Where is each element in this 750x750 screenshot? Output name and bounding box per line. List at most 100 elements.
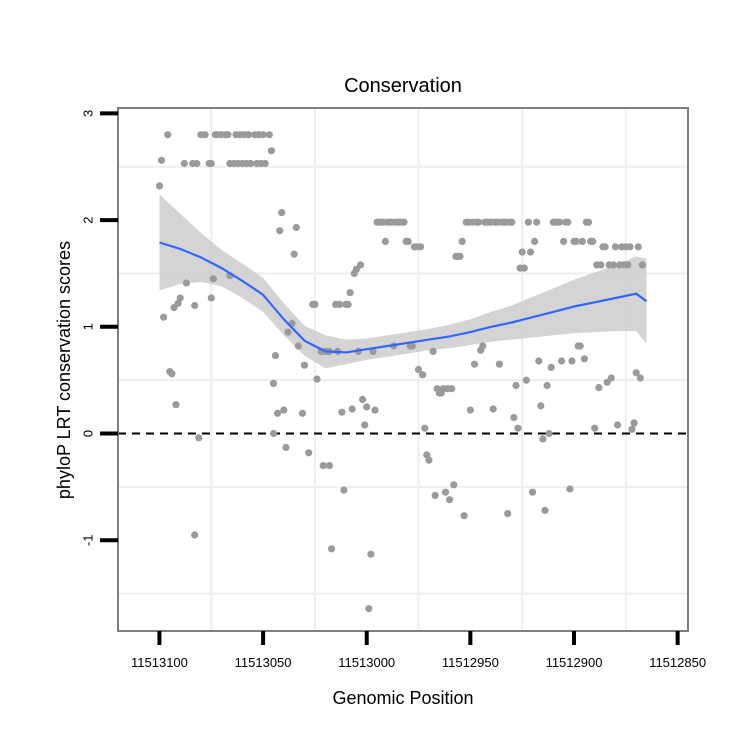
data-point-218 bbox=[634, 243, 642, 251]
data-point-75 bbox=[336, 300, 344, 308]
data-point-158 bbox=[510, 413, 518, 422]
data-point-106 bbox=[400, 218, 408, 226]
data-point-27 bbox=[224, 131, 232, 139]
x-tick-label-2: 11513000 bbox=[338, 655, 395, 670]
x-axis-label: Genomic Position bbox=[332, 688, 473, 708]
data-point-202 bbox=[601, 243, 609, 251]
data-point-133 bbox=[458, 237, 466, 245]
data-point-79 bbox=[344, 300, 352, 308]
confidence-band-layer bbox=[159, 194, 647, 369]
data-point-67 bbox=[319, 462, 327, 470]
data-point-194 bbox=[584, 218, 593, 226]
data-point-205 bbox=[607, 374, 615, 382]
data-point-119 bbox=[429, 347, 437, 355]
data-point-110 bbox=[408, 342, 416, 350]
chart-title: Conservation bbox=[344, 75, 462, 97]
data-point-216 bbox=[630, 419, 638, 427]
data-point-127 bbox=[446, 496, 454, 504]
data-point-148 bbox=[489, 405, 497, 413]
data-point-186 bbox=[568, 357, 576, 365]
data-point-167 bbox=[528, 488, 537, 496]
data-point-7 bbox=[172, 401, 180, 409]
smooth-trend-line bbox=[159, 241, 648, 354]
data-point-97 bbox=[381, 237, 389, 245]
data-point-185 bbox=[566, 485, 574, 493]
data-point-52 bbox=[278, 209, 286, 217]
data-point-58 bbox=[292, 223, 300, 232]
data-point-141 bbox=[475, 218, 483, 226]
data-point-173 bbox=[541, 506, 549, 514]
y-axis-label: phyloP LRT conservation scores bbox=[54, 241, 74, 499]
data-point-0 bbox=[155, 182, 164, 190]
smooth-line-layer bbox=[159, 241, 648, 354]
x-tick-label-3: 11512950 bbox=[442, 655, 499, 670]
data-point-59 bbox=[294, 342, 302, 350]
data-point-44 bbox=[261, 159, 269, 168]
data-point-162 bbox=[518, 248, 526, 256]
y-tick-label-0: -1 bbox=[81, 534, 96, 546]
data-point-199 bbox=[595, 384, 603, 392]
data-point-181 bbox=[558, 357, 566, 365]
data-point-20 bbox=[207, 294, 215, 302]
data-point-85 bbox=[356, 261, 365, 269]
data-point-72 bbox=[327, 545, 336, 553]
data-point-132 bbox=[456, 252, 464, 260]
y-tick-label-2: 1 bbox=[81, 323, 96, 330]
data-point-115 bbox=[419, 371, 427, 379]
data-point-51 bbox=[276, 227, 284, 235]
data-point-160 bbox=[514, 424, 522, 432]
data-point-47 bbox=[269, 379, 278, 387]
data-point-108 bbox=[404, 237, 412, 245]
data-point-10 bbox=[180, 159, 188, 168]
data-point-90 bbox=[367, 550, 375, 558]
data-point-143 bbox=[479, 342, 487, 350]
data-point-14 bbox=[191, 531, 199, 539]
data-point-171 bbox=[537, 402, 545, 410]
data-point-134 bbox=[460, 512, 468, 520]
data-point-151 bbox=[495, 360, 503, 368]
data-point-116 bbox=[421, 424, 429, 432]
data-point-166 bbox=[526, 248, 535, 256]
data-point-180 bbox=[555, 218, 564, 226]
data-point-9 bbox=[176, 294, 184, 302]
data-point-159 bbox=[512, 381, 520, 390]
data-point-22 bbox=[209, 275, 217, 283]
data-point-87 bbox=[361, 421, 369, 429]
data-point-191 bbox=[578, 237, 586, 245]
data-point-163 bbox=[520, 264, 528, 272]
data-point-118 bbox=[425, 456, 433, 464]
data-point-128 bbox=[448, 385, 456, 393]
data-point-2 bbox=[160, 313, 168, 321]
data-point-213 bbox=[624, 261, 632, 269]
x-tick-label-0: 11513100 bbox=[131, 655, 188, 670]
data-point-169 bbox=[533, 218, 541, 226]
y-axis-ticks: -1 0 1 2 3 bbox=[81, 110, 118, 546]
data-point-76 bbox=[338, 408, 346, 416]
data-point-188 bbox=[572, 237, 580, 245]
data-point-190 bbox=[576, 342, 584, 350]
data-point-64 bbox=[311, 300, 319, 308]
data-point-125 bbox=[441, 488, 450, 496]
data-point-15 bbox=[193, 159, 201, 168]
y-tick-label-3: 2 bbox=[81, 216, 96, 223]
data-point-11 bbox=[182, 279, 190, 287]
data-point-81 bbox=[348, 405, 356, 413]
data-point-57 bbox=[290, 250, 298, 258]
data-point-192 bbox=[580, 355, 589, 363]
data-points-layer bbox=[155, 131, 647, 613]
data-point-54 bbox=[282, 443, 290, 451]
x-axis-ticks: 11513100 11513050 11513000 11512950 11512900… bbox=[131, 631, 706, 670]
data-point-155 bbox=[504, 509, 512, 518]
data-point-45 bbox=[265, 131, 273, 139]
x-tick-label-4: 11512900 bbox=[546, 655, 603, 670]
data-point-208 bbox=[613, 421, 622, 429]
data-point-200 bbox=[597, 261, 605, 269]
data-point-21 bbox=[207, 159, 215, 168]
data-point-3 bbox=[164, 131, 172, 139]
data-point-139 bbox=[470, 360, 479, 368]
data-point-37 bbox=[245, 131, 253, 139]
data-point-18 bbox=[201, 131, 209, 139]
data-point-50 bbox=[274, 409, 282, 417]
data-point-220 bbox=[638, 261, 647, 269]
